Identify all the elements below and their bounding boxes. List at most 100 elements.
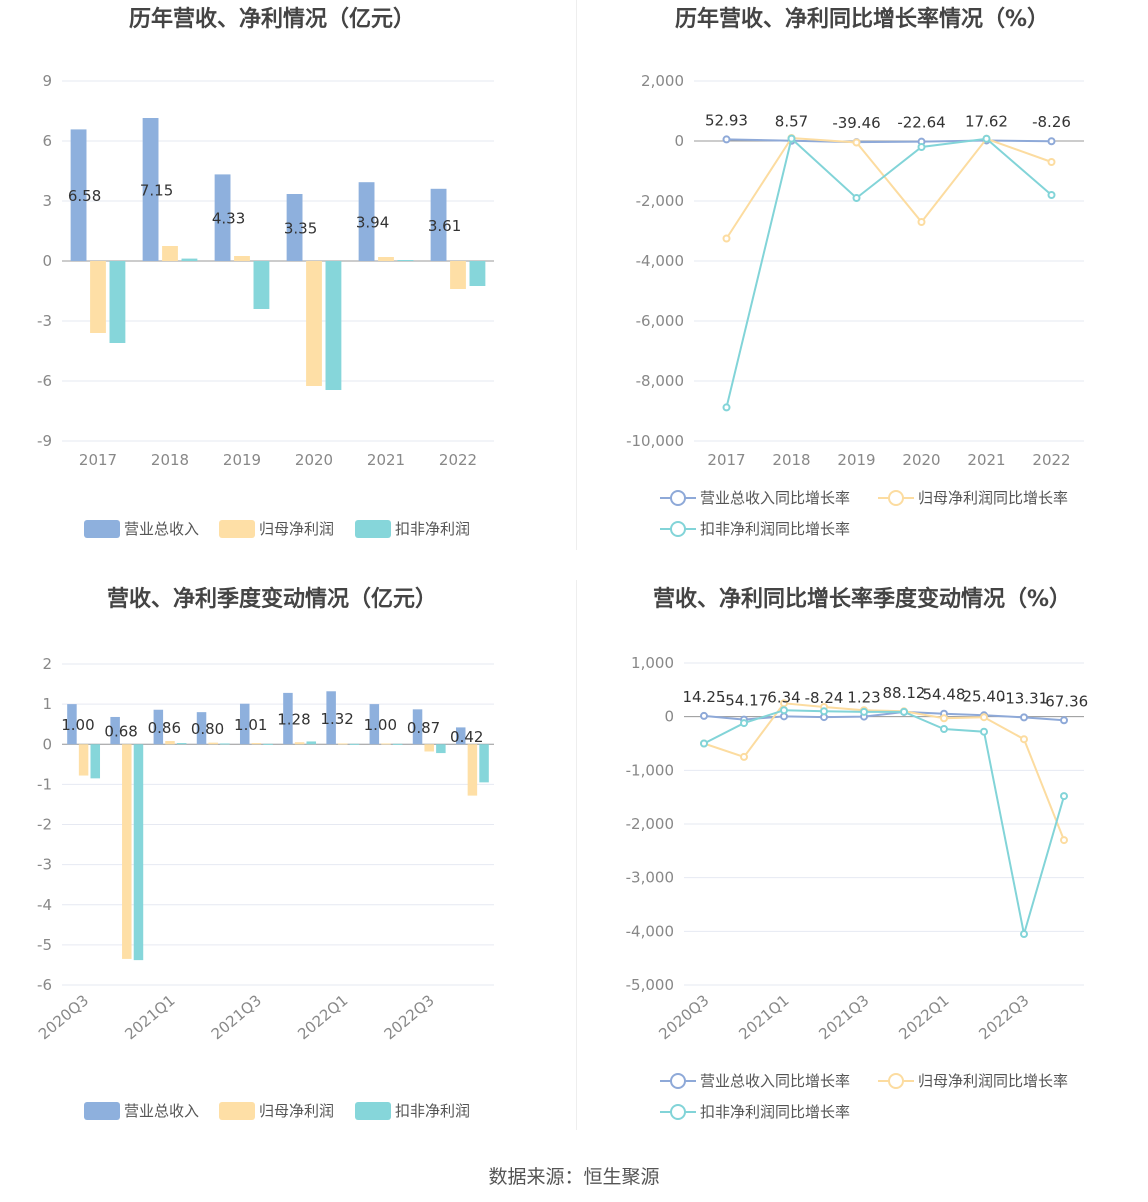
legend-label: 归母净利润 bbox=[259, 520, 334, 538]
series-line bbox=[725, 136, 1052, 240]
legend-swatch bbox=[219, 520, 255, 538]
legend-swatch-marker bbox=[670, 1104, 686, 1120]
series-point bbox=[700, 711, 708, 720]
series-line bbox=[726, 138, 1052, 144]
series-point bbox=[940, 725, 948, 734]
bar bbox=[424, 744, 434, 752]
series-line bbox=[703, 702, 1065, 841]
x-tick-label: 2022Q1 bbox=[895, 991, 952, 1043]
y-tick-label: -3,000 bbox=[626, 869, 674, 887]
bar bbox=[436, 744, 446, 754]
y-tick-label: -8,000 bbox=[636, 372, 684, 390]
series-point bbox=[722, 403, 731, 412]
series-point bbox=[1047, 137, 1056, 146]
series-point bbox=[1047, 158, 1056, 166]
data-label: -13.31 bbox=[1000, 689, 1048, 707]
data-source-text: 数据来源：恒生聚源 bbox=[488, 1166, 660, 1188]
x-tick-label: 2021Q1 bbox=[735, 991, 792, 1043]
legend-label: 归母净利润同比增长率 bbox=[918, 1072, 1068, 1090]
data-label: -22.64 bbox=[897, 114, 945, 132]
x-tick-label: 2021 bbox=[967, 451, 1005, 469]
bar bbox=[253, 261, 270, 309]
y-tick-label: 1,000 bbox=[631, 654, 674, 672]
legend-item: 扣非净利润 bbox=[355, 1102, 470, 1120]
legend-swatch bbox=[84, 520, 120, 538]
bar bbox=[110, 716, 120, 745]
bar bbox=[162, 246, 178, 261]
x-tick-label: 2019 bbox=[837, 451, 875, 469]
x-tick-label: 2020Q3 bbox=[35, 991, 92, 1043]
data-label: 8.57 bbox=[775, 113, 808, 131]
data-label: 17.62 bbox=[965, 112, 1008, 130]
bar bbox=[430, 188, 447, 261]
series-point bbox=[1020, 930, 1028, 939]
bar bbox=[479, 744, 489, 783]
data-label: 0.42 bbox=[450, 728, 483, 746]
x-tick-label: 2020Q3 bbox=[655, 991, 712, 1043]
x-tick-label: 2022Q1 bbox=[294, 991, 351, 1043]
series-line bbox=[703, 709, 1065, 935]
bar bbox=[122, 744, 132, 959]
legend-label: 营业总收入同比增长率 bbox=[700, 1072, 850, 1090]
bar bbox=[325, 261, 342, 390]
data-label: 3.61 bbox=[428, 217, 461, 235]
legend-swatch-marker bbox=[888, 490, 904, 506]
legend-swatch bbox=[84, 1102, 120, 1120]
legend-item: 扣非净利润 bbox=[355, 520, 470, 538]
bar bbox=[78, 744, 89, 776]
legend-label: 营业总收入 bbox=[124, 520, 199, 538]
legend-label: 营业总收入 bbox=[124, 1102, 199, 1120]
series-point bbox=[722, 135, 731, 144]
annual-growth-rate-chart: 历年营收、净利同比增长率情况（%） 2,000 0 -2,000 -4,000 -6,00… bbox=[626, 6, 1084, 538]
x-tick-label: 2022 bbox=[439, 451, 477, 469]
legend-item: 归母净利润 bbox=[219, 1102, 334, 1120]
series-point bbox=[917, 143, 926, 151]
quarterly-growth-rate-chart: 营收、净利同比增长率季度变动情况（%） 1,000 0 -1,000 -2,000 -3,… bbox=[626, 586, 1089, 1121]
series-point bbox=[740, 752, 748, 761]
bar bbox=[283, 692, 293, 745]
data-label: 4.33 bbox=[212, 210, 245, 228]
series-point bbox=[900, 707, 908, 716]
bar bbox=[412, 709, 423, 745]
bar bbox=[306, 741, 317, 745]
legend-swatch bbox=[355, 520, 391, 538]
y-tick-label: -1 bbox=[37, 775, 52, 793]
chart-title: 历年营收、净利同比增长率情况（%） bbox=[675, 6, 1049, 32]
x-tick-label: 2020 bbox=[902, 451, 940, 469]
bar bbox=[455, 727, 466, 745]
legend-item: 营业总收入同比增长率 bbox=[660, 1072, 850, 1090]
y-tick-label: -6 bbox=[37, 976, 52, 994]
y-tick-label: -6,000 bbox=[636, 312, 684, 330]
data-label: -54.17 bbox=[720, 692, 768, 710]
bar bbox=[133, 744, 144, 961]
series-point bbox=[1060, 792, 1068, 801]
data-label: 0.86 bbox=[148, 719, 181, 737]
legend-label: 扣非净利润 bbox=[395, 520, 470, 538]
bar bbox=[392, 743, 403, 745]
series-point bbox=[917, 218, 926, 226]
bar bbox=[469, 261, 486, 286]
bar bbox=[153, 709, 164, 745]
data-label: 0.68 bbox=[104, 723, 137, 741]
series-point bbox=[787, 134, 796, 143]
data-label: 3.94 bbox=[356, 214, 389, 232]
series-point bbox=[722, 234, 731, 243]
bar bbox=[251, 743, 262, 745]
bar bbox=[234, 256, 250, 261]
bar bbox=[142, 118, 159, 261]
legend-item: 归母净利润同比增长率 bbox=[878, 489, 1068, 507]
bar bbox=[109, 261, 126, 343]
y-tick-label: 0 bbox=[664, 708, 674, 726]
legend-label: 扣非净利润 bbox=[395, 1102, 470, 1120]
x-tick-label: 2021 bbox=[367, 451, 405, 469]
series-point bbox=[1060, 716, 1068, 725]
bar bbox=[70, 129, 87, 261]
annual-revenue-profit-panel: 历年营收、净利情况（亿元） 9 6 3 0 -3 -6 -9 2017 2018 2019 2020 2… bbox=[0, 0, 574, 580]
annual-growth-rate-panel: 历年营收、净利同比增长率情况（%） 2,000 0 -2,000 -4,000 -6,00… bbox=[574, 0, 1148, 580]
bar bbox=[67, 704, 77, 745]
legend-item: 归母净利润 bbox=[219, 520, 334, 538]
bar bbox=[239, 703, 250, 745]
legend-swatch-marker bbox=[888, 1073, 904, 1089]
y-tick-label: 3 bbox=[42, 192, 52, 210]
series-point bbox=[980, 727, 988, 736]
